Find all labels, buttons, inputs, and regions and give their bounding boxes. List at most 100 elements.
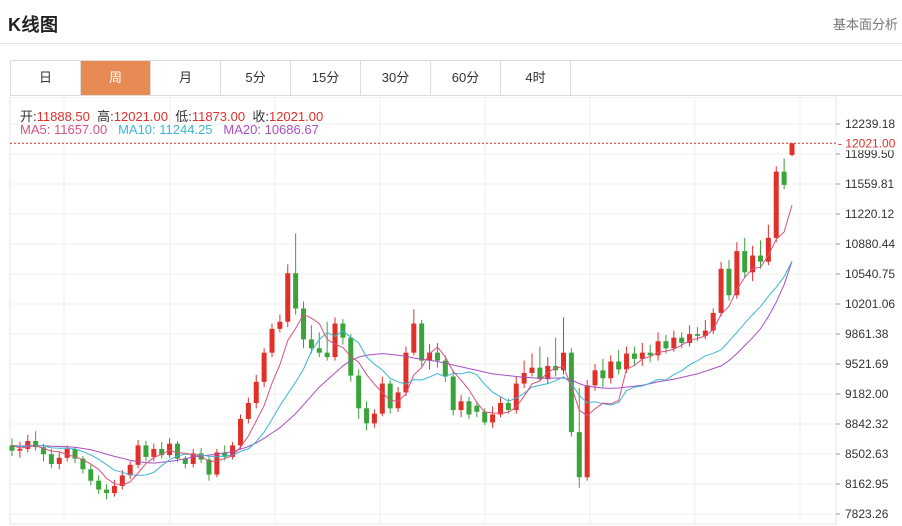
fundamental-analysis-link[interactable]: 基本面分析: [832, 17, 898, 32]
candle-body: [72, 448, 78, 459]
candle-body: [513, 383, 519, 411]
candle-body: [308, 339, 314, 349]
candle-body: [119, 475, 125, 487]
ma5-line: [11, 204, 793, 486]
ma10-value: 11244.25: [159, 122, 213, 137]
candle-body: [726, 268, 732, 296]
tab-15min[interactable]: 15分: [291, 61, 361, 95]
close-label: 收:: [252, 109, 269, 124]
candle-body: [167, 443, 173, 456]
ma10-label: MA10:: [118, 122, 156, 137]
candle-body: [624, 353, 630, 370]
tab-day[interactable]: 日: [11, 61, 81, 95]
tab-30min[interactable]: 30分: [361, 61, 431, 95]
candle-body: [159, 448, 165, 456]
candle-body: [48, 454, 54, 464]
candle-body: [151, 448, 157, 457]
candle-body: [537, 367, 543, 380]
y-tick-label: 10540.75: [845, 267, 895, 281]
y-tick-label: 9521.69: [845, 357, 889, 371]
candle-body: [206, 459, 212, 475]
candle-body: [710, 312, 716, 331]
timeframe-tabs: 日 周 月 5分 15分 30分 60分 4时: [10, 60, 902, 96]
candle-body: [427, 352, 433, 361]
candle-body: [655, 341, 661, 356]
y-tick-label: 8842.32: [845, 417, 889, 431]
last-price-label: - 12021.00: [838, 136, 896, 150]
kline-chart[interactable]: 12239.18 11899.50 11559.81 11220.12 10880.44…: [0, 97, 902, 526]
candle-body: [324, 352, 330, 358]
high-label: 高:: [97, 109, 114, 124]
tab-4hour[interactable]: 4时: [501, 61, 571, 95]
candle-body: [442, 360, 448, 377]
candle-body: [639, 352, 645, 359]
candle-body: [395, 392, 401, 409]
candle-body: [64, 448, 70, 458]
low-label: 低:: [175, 109, 192, 124]
candle-body: [111, 486, 117, 494]
candle-body: [237, 418, 243, 446]
candle-body: [17, 448, 23, 451]
candle-body: [214, 452, 220, 475]
candle-body: [9, 445, 15, 451]
y-tick-label: 11559.81: [845, 177, 894, 191]
high-value: 12021.00: [113, 109, 168, 124]
candle-body: [742, 251, 748, 273]
y-tick-label: 11220.12: [845, 207, 894, 221]
tab-60min[interactable]: 60分: [431, 61, 501, 95]
candle-body: [568, 352, 574, 433]
candle-body: [41, 447, 47, 455]
ma20-value: 10686.67: [264, 122, 319, 137]
candle-body: [647, 352, 653, 356]
candle-body: [687, 334, 693, 343]
candle-body: [450, 376, 456, 411]
ma20-label: MA20:: [223, 122, 261, 137]
candle-body: [356, 375, 362, 409]
candle-body: [135, 445, 141, 465]
candle-body: [757, 255, 763, 262]
candle-body: [631, 353, 637, 359]
tabs-spacer: [571, 61, 902, 95]
candle-body: [33, 440, 39, 448]
candle-body: [694, 334, 700, 336]
candle-body: [434, 352, 440, 361]
open-label: 开:: [20, 109, 37, 124]
candle-body: [750, 255, 756, 273]
low-value: 11873.00: [191, 109, 246, 124]
candle-body: [505, 403, 511, 411]
candle-body: [96, 480, 102, 490]
candle-body: [529, 367, 535, 373]
candle-body: [143, 445, 149, 457]
tab-week[interactable]: 周: [81, 61, 151, 95]
candle-body: [765, 237, 771, 262]
candle-body: [403, 352, 409, 393]
y-tick-label: 8502.63: [845, 447, 889, 461]
tab-5min[interactable]: 5分: [221, 61, 291, 95]
candle-body: [490, 414, 496, 423]
ma5-label: MA5:: [20, 122, 51, 137]
candle-body: [371, 413, 377, 424]
candle-body: [285, 273, 291, 322]
candle-body: [182, 458, 188, 464]
candle-body: [576, 432, 582, 478]
candle-body: [789, 143, 795, 155]
ma-info: MA5: 11657.00 MA10: 11244.25 MA20: 10686…: [20, 122, 319, 137]
candle-body: [671, 337, 677, 349]
y-tick-label: 11899.50: [845, 147, 894, 161]
candle-body: [269, 328, 275, 353]
candle-body: [80, 458, 86, 470]
tab-month[interactable]: 月: [151, 61, 221, 95]
page-title: K线图: [8, 15, 59, 35]
candle-body: [773, 171, 779, 238]
candle-body: [245, 403, 251, 419]
candle-body: [482, 411, 488, 423]
candle-body: [616, 361, 622, 370]
candle-body: [293, 273, 299, 309]
candle-body: [261, 352, 267, 382]
last-price-tag: [836, 136, 900, 151]
y-tick-label: 7823.26: [845, 507, 889, 521]
ohlc-info: 开:11888.50 高:12021.00 低:11873.00 收:12021…: [20, 106, 323, 125]
kline-chart-area[interactable]: 12239.18 11899.50 11559.81 11220.12 10880.44…: [0, 97, 902, 526]
candle-body: [174, 443, 180, 459]
candle-body: [663, 341, 669, 349]
